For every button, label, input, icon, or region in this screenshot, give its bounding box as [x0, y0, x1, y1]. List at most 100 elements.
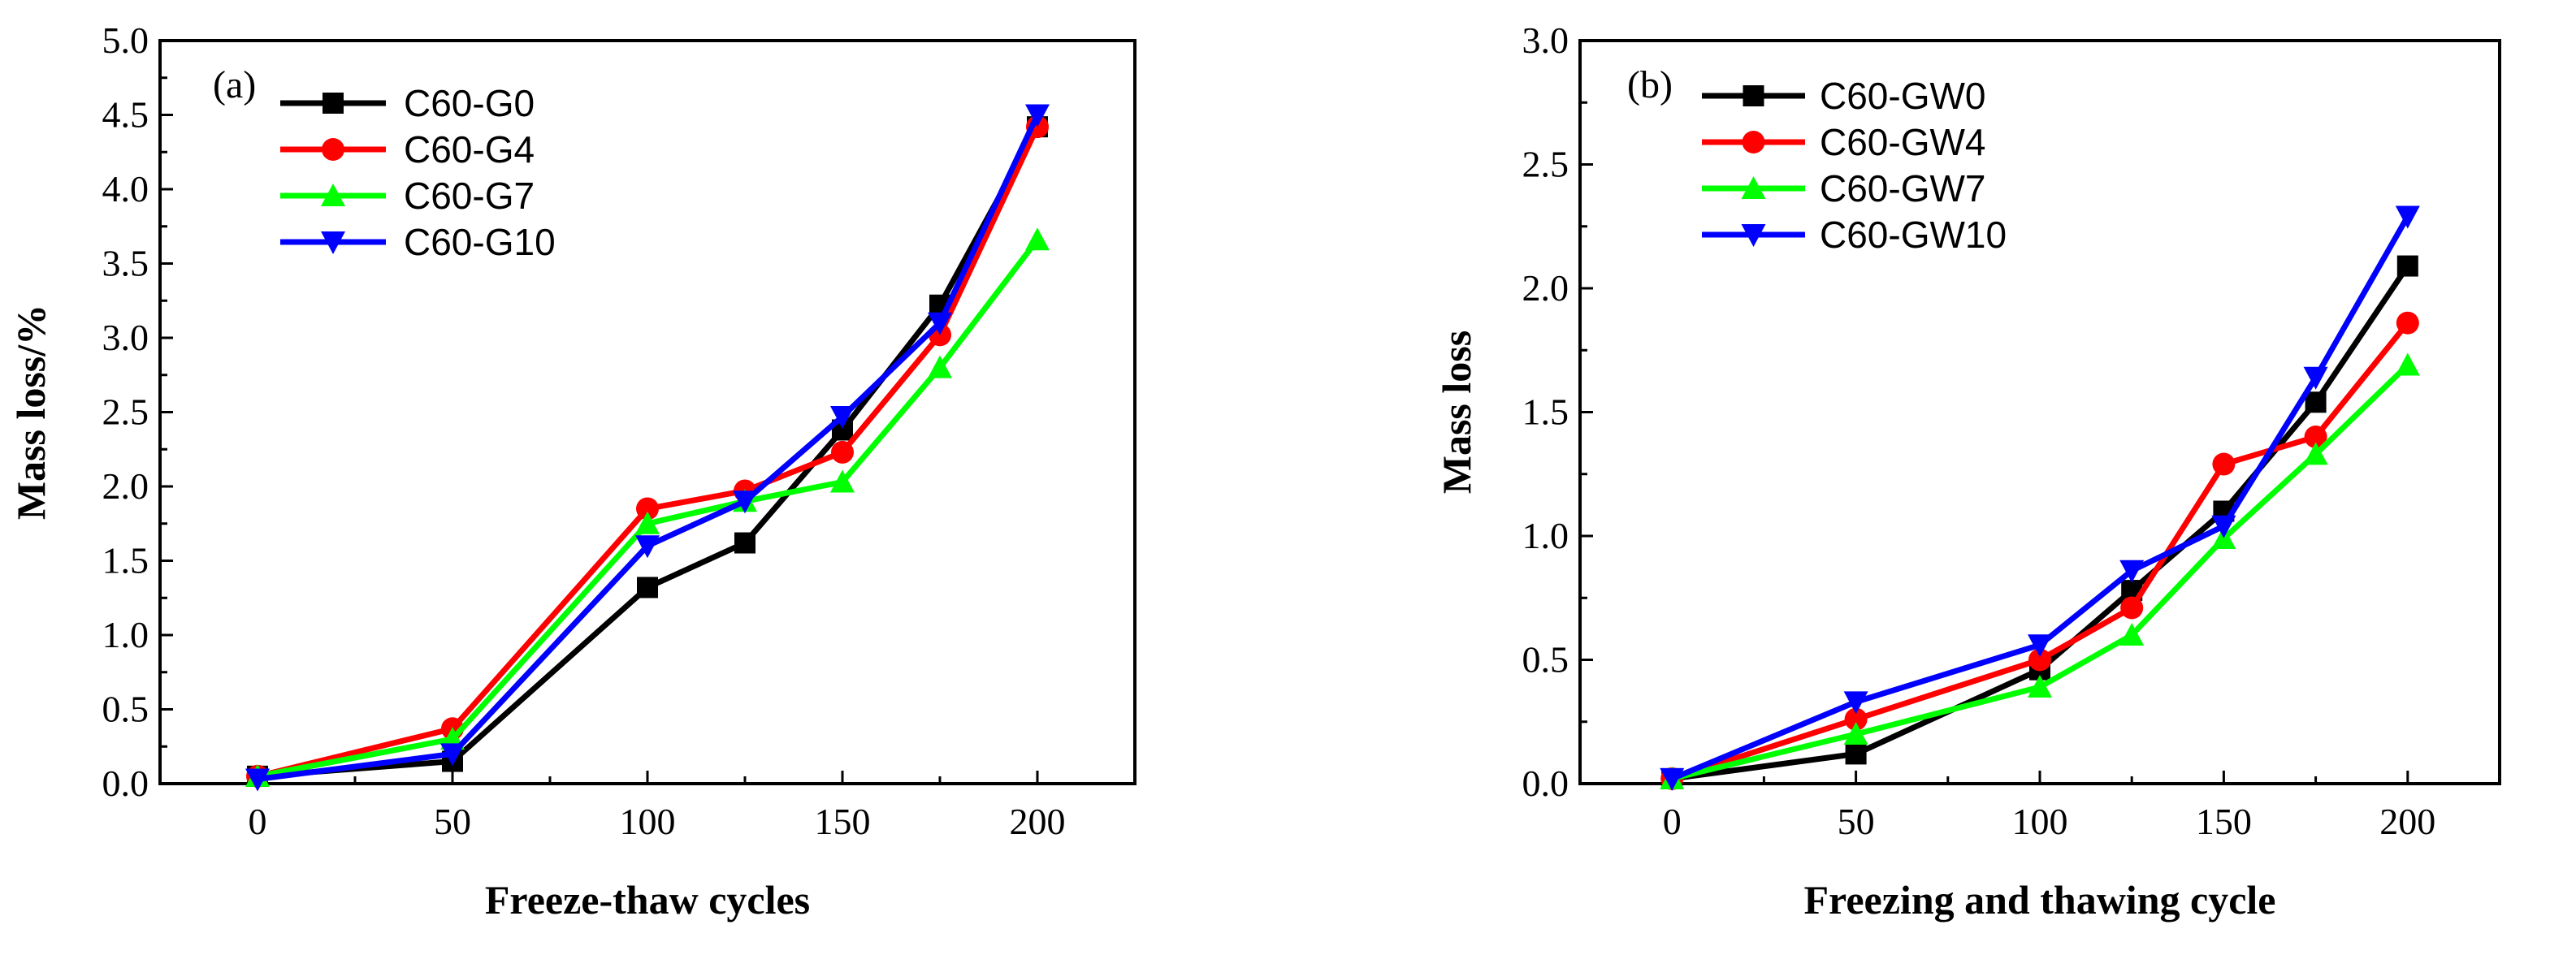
data-point — [1843, 722, 1868, 745]
x-tick-label: 200 — [2379, 801, 2435, 842]
panel-label: (b) — [1627, 63, 1673, 106]
legend-marker — [323, 93, 344, 114]
series-C60-G4 — [246, 115, 1049, 788]
data-point — [2119, 623, 2145, 646]
x-axis-label: Freeze-thaw cycles — [485, 877, 810, 923]
series-line — [1671, 264, 2410, 782]
data-point — [635, 535, 660, 559]
legend-label: C60-G7 — [404, 175, 535, 217]
legend-label: C60-G10 — [404, 221, 556, 263]
data-point — [2120, 596, 2144, 620]
y-tick-label: 1.5 — [102, 540, 149, 581]
y-tick-label: 3.5 — [102, 243, 149, 284]
data-point — [830, 405, 855, 429]
legend-marker — [1741, 176, 1766, 199]
y-tick-label: 0.0 — [1522, 763, 1569, 804]
legend-entry: C60-G7 — [280, 175, 535, 217]
data-point — [2028, 634, 2052, 658]
legend-marker — [321, 184, 345, 206]
series-C60-GW7 — [1660, 352, 2420, 789]
series-line — [257, 114, 1041, 782]
y-tick-label: 0.5 — [102, 689, 149, 730]
x-tick-label: 100 — [620, 801, 676, 842]
y-tick-label: 2.0 — [1522, 267, 1569, 309]
legend-marker — [322, 138, 344, 161]
series-line — [1671, 321, 2410, 782]
y-tick-label: 1.0 — [1522, 515, 1569, 556]
legend-marker — [321, 231, 345, 254]
panel-label: (a) — [213, 63, 256, 106]
y-axis-label: Mass loss — [1434, 331, 1479, 494]
y-tick-label: 2.5 — [1522, 144, 1569, 185]
series-line — [257, 125, 1041, 780]
panel-a: 0.0 0.5 1.0 1.5 2.0 2.5 3.0 3.5 4.0 4.5 5.0 0 50 100 1… — [8, 19, 1136, 923]
legend-label: C60-GW0 — [1820, 75, 1985, 117]
data-point — [733, 490, 757, 514]
y-tick-label: 0.0 — [102, 763, 149, 804]
series-C60-GW4 — [1660, 311, 2419, 790]
y-tick-label: 1.5 — [1522, 391, 1569, 433]
legend-entry: C60-G10 — [280, 221, 556, 263]
x-tick-label: 0 — [1663, 801, 1682, 842]
data-point — [635, 511, 660, 534]
legend-entry: C60-GW7 — [1702, 167, 1985, 210]
legend-entry: C60-G0 — [280, 82, 535, 124]
data-point — [2395, 205, 2420, 229]
y-tick-label: 3.0 — [102, 317, 149, 358]
data-point — [2212, 452, 2236, 476]
data-point — [2303, 366, 2328, 390]
y-tick-label: 5.0 — [102, 19, 149, 61]
x-tick-label: 0 — [249, 801, 267, 842]
y-tick-label: 0.5 — [1522, 639, 1569, 681]
x-tick-label: 150 — [2196, 801, 2252, 842]
legend-marker — [1741, 224, 1766, 247]
x-tick-label: 100 — [2012, 801, 2068, 842]
legend-entry: C60-GW10 — [1702, 214, 2007, 256]
series-C60-G10 — [245, 104, 1050, 792]
x-tick-label: 50 — [1838, 801, 1875, 842]
y-tick-label: 3.0 — [1522, 19, 1569, 61]
data-point — [440, 743, 465, 767]
data-point — [2305, 391, 2327, 413]
x-tick-label: 150 — [815, 801, 871, 842]
y-tick-label: 1.0 — [102, 614, 149, 655]
y-axis-label: Mass loss/% — [8, 305, 54, 520]
data-point — [2028, 648, 2051, 672]
data-point — [245, 768, 270, 792]
data-point — [1025, 104, 1050, 127]
x-axis-label: Freezing and thawing cycle — [1804, 877, 2276, 923]
panel-b: 0.0 0.5 1.0 1.5 2.0 2.5 3.0 0 50 100 150 200 Freezin… — [1434, 19, 2501, 923]
data-point — [734, 532, 755, 554]
series-C60-GW10 — [1660, 205, 2420, 791]
series-line — [257, 125, 1041, 780]
legend-marker — [1742, 131, 1765, 153]
data-point — [2303, 442, 2328, 465]
data-point — [1025, 227, 1050, 251]
data-point — [2396, 311, 2419, 335]
data-point — [2028, 675, 2052, 698]
y-tick-label: 4.5 — [102, 94, 149, 136]
data-point — [1843, 691, 1868, 715]
y-tick-label: 4.0 — [102, 168, 149, 210]
data-point — [928, 312, 952, 335]
legend-label: C60-G4 — [404, 128, 535, 171]
legend-label: C60-GW4 — [1820, 121, 1985, 163]
legend-entry: C60-GW0 — [1702, 75, 1985, 117]
legend-entry: C60-GW4 — [1702, 121, 1985, 163]
series-C60-GW0 — [1661, 255, 2418, 789]
x-tick-label: 50 — [434, 801, 471, 842]
data-point — [636, 497, 659, 521]
legend-label: C60-G0 — [404, 82, 535, 124]
data-point — [831, 440, 854, 464]
data-point — [637, 577, 658, 598]
data-point — [2395, 352, 2420, 376]
data-point — [830, 469, 855, 493]
data-point — [2211, 515, 2236, 538]
y-tick-label: 2.5 — [102, 391, 149, 433]
data-point — [1845, 743, 1867, 765]
legend-label: C60-GW7 — [1820, 167, 1985, 210]
data-point — [1844, 707, 1868, 731]
data-point — [2304, 426, 2327, 448]
